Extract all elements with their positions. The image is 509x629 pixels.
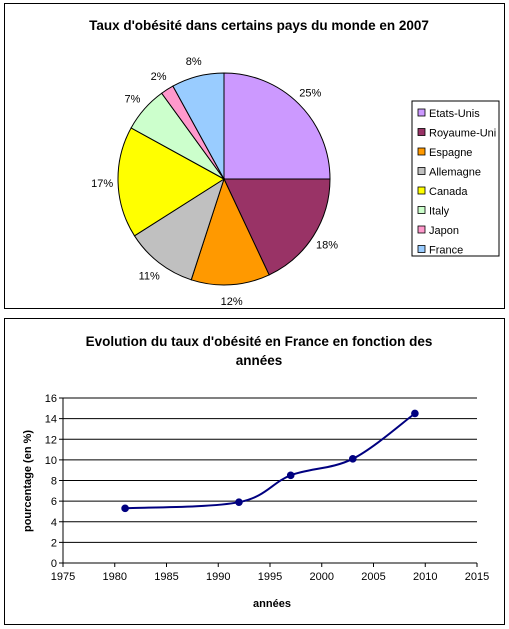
pie-chart-panel: Taux d'obésité dans certains pays du mon…	[4, 3, 505, 309]
pie-value-label-allemagne: 11%	[139, 270, 160, 282]
line-chart-panel: Evolution du taux d'obésité en France en…	[4, 318, 505, 625]
x-tick-label-2000: 2000	[310, 571, 334, 583]
pie-chart: Taux d'obésité dans certains pays du mon…	[89, 18, 500, 308]
x-tick-label-1985: 1985	[154, 571, 178, 583]
pie-value-label-canada: 17%	[91, 178, 113, 190]
y-tick-label-8: 8	[51, 476, 57, 488]
y-tick-label-10: 10	[45, 455, 57, 467]
y-tick-label-4: 4	[51, 517, 57, 529]
line-chart: Evolution du taux d'obésité en France en…	[22, 334, 489, 610]
pie-legend: Etats-Unis Royaume-Uni Espagne Allemagne Can…	[411, 100, 500, 257]
legend-label-etats-unis: Etats-Unis	[429, 108, 480, 120]
pie-slice-espagne	[190, 177, 270, 286]
pie-value-label-espagne: 12%	[221, 296, 243, 308]
x-tick-label-2005: 2005	[361, 571, 385, 583]
y-tick-label-12: 12	[45, 434, 57, 446]
x-tick-label-1975: 1975	[51, 571, 75, 583]
x-axis-title: années	[253, 598, 291, 610]
x-tick-label-1995: 1995	[258, 571, 282, 583]
y-axis-title: pourcentage (en %)	[22, 430, 34, 532]
pie-slice-allemagne	[133, 177, 225, 281]
y-tick-label-6: 6	[51, 496, 57, 508]
legend-swatch-etats-unis	[417, 108, 426, 117]
x-tick-label-2015: 2015	[465, 571, 489, 583]
data-point-1981	[121, 504, 129, 513]
legend-label-espagne: Espagne	[429, 147, 472, 159]
y-tick-label-16: 16	[45, 393, 57, 405]
legend-swatch-royaume-uni	[417, 128, 426, 136]
pie-value-label-royaume-uni: 18%	[316, 239, 338, 251]
pie-slice-royaume-uni	[223, 178, 331, 276]
data-point-1997	[286, 471, 295, 480]
pie-value-label-france: 8%	[186, 56, 202, 68]
x-tick-label-2010: 2010	[413, 571, 437, 583]
pie-chart-title: Taux d'obésité dans certains pays du mon…	[89, 18, 429, 33]
x-tick-label-1990: 1990	[206, 571, 230, 583]
legend-label-italy: Italy	[429, 206, 450, 218]
legend-swatch-italy	[417, 206, 426, 214]
pie-slice-canada	[117, 127, 225, 237]
data-point-2009	[411, 409, 419, 418]
legend-label-france: France	[429, 245, 463, 257]
pie-value-label-etats-unis: 25%	[299, 88, 321, 100]
x-tick-label-1980: 1980	[103, 571, 127, 583]
legend-swatch-allemagne	[417, 167, 426, 175]
legend-label-canada: Canada	[429, 186, 468, 198]
line-chart-title-line-2: années	[236, 353, 283, 368]
legend-swatch-canada	[417, 186, 426, 195]
pie-slice-france	[172, 72, 225, 180]
legend-label-japon: Japon	[429, 225, 459, 237]
legend-swatch-japon	[417, 225, 426, 234]
legend-label-allemagne: Allemagne	[429, 167, 481, 179]
y-tick-label-0: 0	[51, 558, 57, 570]
pie-value-label-italy: 7%	[125, 93, 141, 105]
line-chart-title-line-1: Evolution du taux d'obésité en France en…	[86, 334, 433, 349]
series-line-france	[125, 412, 416, 510]
y-tick-label-14: 14	[45, 414, 57, 426]
pie-slice-etats-unis	[223, 72, 331, 180]
y-tick-label-2: 2	[51, 537, 57, 549]
legend-swatch-espagne	[417, 147, 426, 156]
data-point-2003	[349, 455, 357, 463]
legend-label-royaume-uni: Royaume-Uni	[429, 128, 496, 140]
data-point-1992	[235, 498, 243, 506]
pie-value-label-japon: 2%	[151, 71, 167, 83]
legend-swatch-france	[417, 245, 426, 253]
